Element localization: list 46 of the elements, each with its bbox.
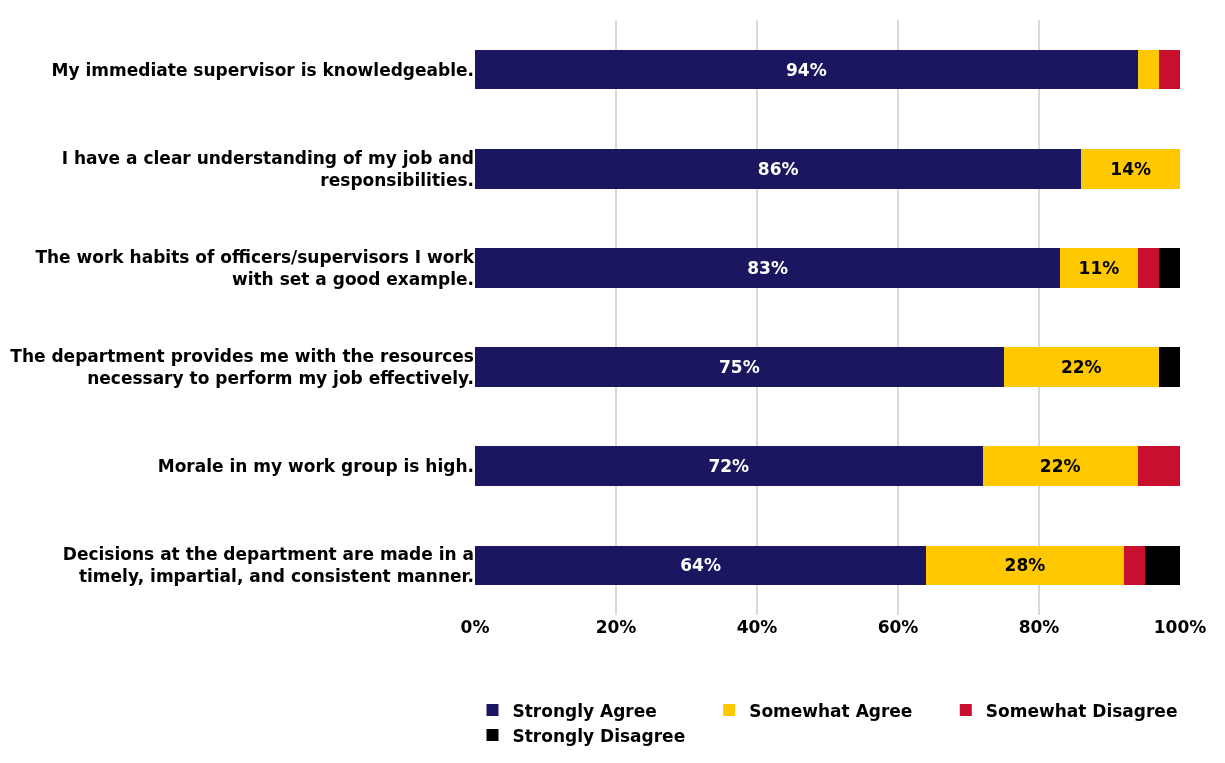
data-label: 75% [719, 357, 760, 378]
bar [475, 248, 1061, 288]
bar [1158, 49, 1180, 90]
bar [1158, 347, 1180, 387]
x-tick-label: 40% [736, 617, 778, 637]
data-label: 86% [757, 158, 799, 179]
y-tick-label: I have a clear understanding of my job and responsibilities. [61, 147, 474, 190]
x-tick-label: 100% [1153, 617, 1207, 637]
bar [475, 49, 1138, 90]
data-label: 94% [786, 59, 827, 80]
y-tick-label: My immediate supervisor is knowledgeable. [51, 59, 474, 80]
x-tick-label: 0% [460, 617, 490, 637]
y-tick-label: Morale in my work group is high. [157, 456, 474, 477]
bar [1081, 148, 1180, 189]
y-tick-label: The department provides me with the resources necessary to perform my job effectively. [10, 345, 474, 389]
data-label: 22% [1039, 456, 1081, 477]
legend-label: Somewhat Disagree [985, 700, 1178, 721]
bar [475, 446, 983, 487]
bar [475, 148, 1082, 189]
bar [1137, 248, 1159, 288]
x-tick-label: 20% [595, 617, 637, 637]
bar [1123, 545, 1145, 586]
y-tick-label: The work habits of officers/supervisors I work with set a good example. [35, 246, 475, 289]
bar [475, 347, 1004, 387]
data-label: 64% [680, 555, 721, 576]
bar [926, 545, 1124, 586]
bar [475, 545, 927, 586]
data-label: 72% [708, 456, 750, 477]
y-tick-label: Decisions at the department are made in a timely, impartial, and consistent manner. [62, 544, 474, 587]
bar [1144, 545, 1180, 586]
bar [1137, 446, 1180, 487]
bar [982, 446, 1138, 487]
data-label: 83% [747, 257, 788, 278]
data-label: 11% [1078, 257, 1120, 278]
data-label: 14% [1110, 158, 1151, 179]
bar [1158, 248, 1180, 288]
bar [1137, 49, 1159, 90]
legend-label: Somewhat Agree [749, 700, 913, 721]
legend-label: Strongly Agree [512, 700, 657, 721]
data-label: 22% [1060, 357, 1102, 378]
data-label: 28% [1004, 555, 1046, 576]
x-tick-label: 60% [877, 617, 919, 637]
x-tick-label: 80% [1018, 617, 1060, 637]
bar [1060, 248, 1138, 288]
bar [1003, 347, 1159, 387]
legend-label: Strongly Disagree [512, 725, 686, 746]
